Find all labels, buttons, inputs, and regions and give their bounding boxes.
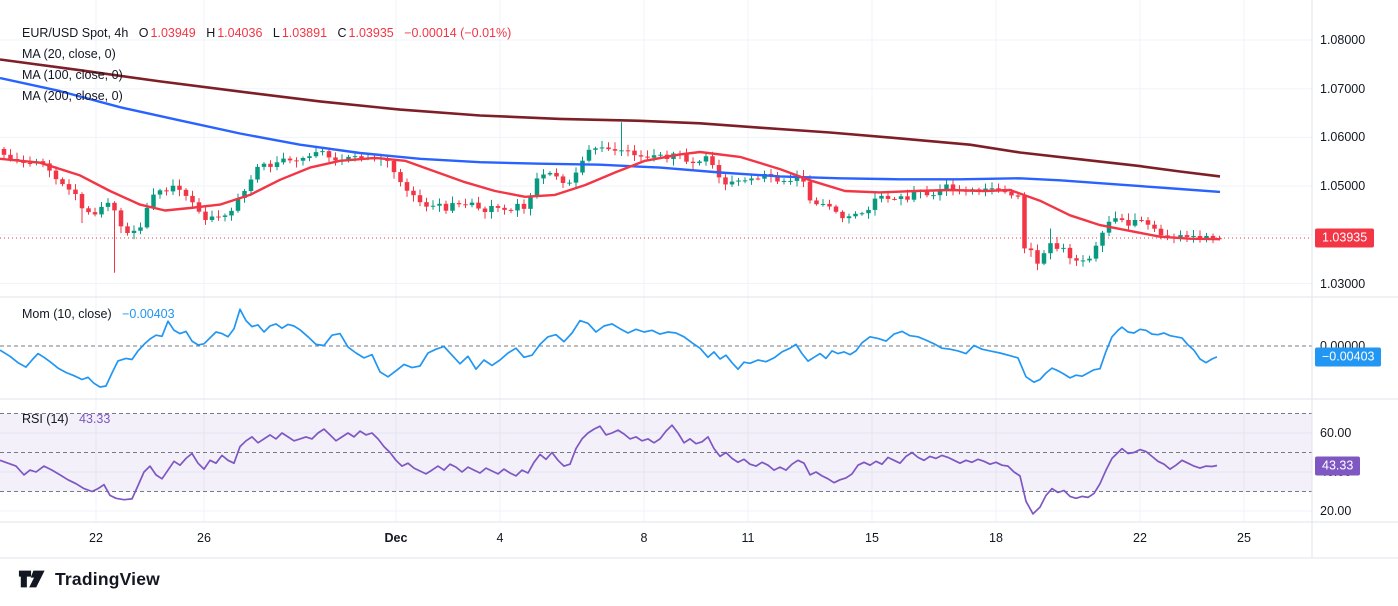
ma100-line [0, 76, 1221, 194]
time-axis-label: 8 [640, 531, 648, 545]
time-axis-label: 22 [1133, 531, 1147, 545]
ma200-line [0, 58, 1221, 178]
time-axis-label: Dec [384, 531, 408, 545]
time-axis-label: 18 [989, 531, 1003, 545]
rsi-value-badge: 43.33 [1315, 456, 1361, 475]
time-axis-label: 11 [741, 531, 755, 545]
price-axis-label: 1.06000 [1320, 130, 1366, 145]
rsi-legend-row[interactable]: RSI (14) 43.33 [22, 412, 110, 426]
price-axis-label: 1.03000 [1320, 276, 1366, 291]
rsi-axis-label: 60.00 [1320, 426, 1352, 440]
ohlc-low: L 1.03891 [272, 26, 328, 40]
ma200-legend-row[interactable]: MA (200, close, 0) [22, 89, 123, 103]
momentum-legend-row[interactable]: Mom (10, close) −0.00403 [22, 307, 175, 321]
price-axis-label: 1.07000 [1320, 81, 1366, 96]
symbol-legend-row[interactable]: EUR/USD Spot, 4h O 1.03949 H 1.04036 L 1.03… [22, 23, 511, 44]
rsi-legend-label: RSI (14) [22, 412, 69, 426]
current-price-badge: 1.03935 [1315, 228, 1375, 248]
rsi-line [0, 424, 1218, 515]
momentum-legend-value: −0.00403 [122, 307, 175, 321]
time-axis-label: 4 [496, 531, 504, 545]
symbol-title: EUR/USD Spot, 4h [22, 26, 129, 40]
legend-main: EUR/USD Spot, 4h O 1.03949 H 1.04036 L 1.03… [22, 23, 511, 107]
ma100-legend-row[interactable]: MA (100, close, 0) [22, 68, 123, 82]
ma20-legend-row[interactable]: MA (20, close, 0) [22, 47, 116, 61]
time-axis-label: 26 [197, 531, 211, 545]
rsi-legend-value: 43.33 [79, 412, 111, 426]
momentum-legend-label: Mom (10, close) [22, 307, 112, 321]
price-axis-label: 1.08000 [1320, 33, 1366, 47]
time-axis-label: 22 [89, 531, 103, 545]
candles-series [1, 122, 1222, 273]
ohlc-high: H 1.04036 [206, 26, 263, 40]
rsi-axis-label: 20.00 [1320, 504, 1352, 518]
tradingview-logo-icon [18, 570, 45, 588]
momentum-value-badge: −0.00403 [1315, 347, 1382, 367]
ma20-line [0, 150, 1221, 241]
change-value: −0.00014 (−0.01%) [404, 26, 512, 40]
chart-canvas[interactable] [0, 0, 1398, 560]
time-axis-label: 25 [1237, 531, 1251, 545]
time-axis-label: 15 [865, 531, 879, 545]
momentum-line [0, 308, 1218, 388]
ohlc-open: O 1.03949 [138, 26, 196, 40]
brand-footer[interactable]: TradingView [18, 567, 160, 591]
ohlc-close: C 1.03935 [337, 26, 394, 40]
price-axis-label: 1.05000 [1320, 179, 1366, 194]
brand-name: TradingView [55, 568, 160, 589]
